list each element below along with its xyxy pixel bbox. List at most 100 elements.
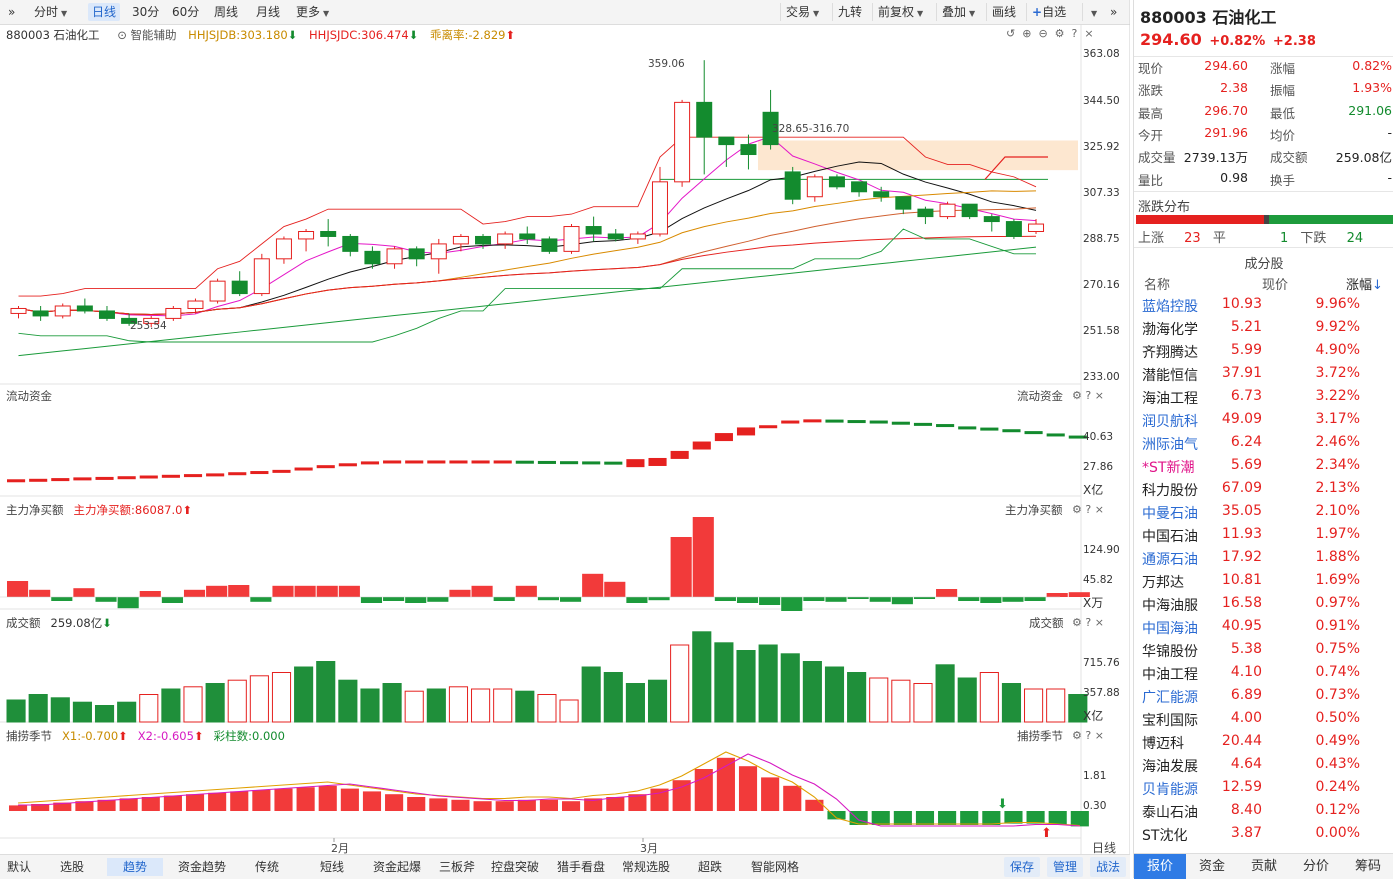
- tab-price-dist[interactable]: 分价: [1302, 859, 1329, 874]
- collapse-icon[interactable]: »: [1110, 5, 1118, 19]
- tab-chips[interactable]: 筹码: [1354, 859, 1381, 874]
- tab-contribution[interactable]: 贡献: [1250, 859, 1277, 874]
- list-item[interactable]: 洲际油气 6.24 2.46%: [1134, 434, 1393, 457]
- list-item[interactable]: 通源石油 17.92 1.88%: [1134, 549, 1393, 572]
- tab-fund-burst[interactable]: 资金起爆: [373, 860, 422, 874]
- col-pct[interactable]: 涨幅↓: [1346, 278, 1383, 293]
- refresh-icon[interactable]: ↺: [1006, 27, 1016, 40]
- net-bar: [338, 585, 360, 597]
- stock-pct: 2.10%: [1315, 503, 1360, 519]
- list-item[interactable]: 华锦股份 5.38 0.75%: [1134, 641, 1393, 664]
- list-item[interactable]: 中国海油 40.95 0.91%: [1134, 618, 1393, 641]
- manage-button[interactable]: 管理: [1047, 857, 1084, 877]
- help-icon[interactable]: ?: [1085, 389, 1092, 402]
- tab-fenshi[interactable]: 分时 ▼: [34, 5, 68, 19]
- tab-regular-select[interactable]: 常规选股: [622, 860, 671, 874]
- list-item[interactable]: 广汇能源 6.89 0.73%: [1134, 687, 1393, 710]
- gear-icon[interactable]: ⚙: [1072, 616, 1082, 629]
- close-icon[interactable]: ×: [1094, 389, 1104, 402]
- help-icon[interactable]: ?: [1085, 729, 1092, 742]
- list-item[interactable]: 海油工程 6.73 3.22%: [1134, 388, 1393, 411]
- close-icon[interactable]: ×: [1094, 503, 1104, 516]
- list-item[interactable]: 潜能恒信 37.91 3.72%: [1134, 365, 1393, 388]
- tab-weekly[interactable]: 周线: [214, 5, 239, 19]
- list-item[interactable]: *ST新潮 5.69 2.34%: [1134, 457, 1393, 480]
- tab-short[interactable]: 短线: [320, 860, 345, 874]
- candle-body: [475, 235, 492, 245]
- arrow-up-icon: ⬆: [1041, 826, 1052, 841]
- col-name[interactable]: 名称: [1144, 278, 1171, 293]
- tab-30min[interactable]: 30分: [132, 5, 160, 19]
- stock-price: 37.91: [1221, 365, 1262, 381]
- field-label: 现价: [1138, 61, 1164, 76]
- tab-quote[interactable]: 报价: [1134, 854, 1186, 879]
- list-item[interactable]: 齐翔腾达 5.99 4.90%: [1134, 342, 1393, 365]
- tab-daily[interactable]: 日线: [88, 3, 121, 21]
- tab-hunter[interactable]: 猎手看盘: [557, 860, 606, 874]
- tab-trend[interactable]: 趋势: [107, 858, 164, 876]
- close-icon[interactable]: ×: [1084, 27, 1094, 40]
- flow-step: [316, 465, 335, 469]
- tab-grid[interactable]: 智能网格: [751, 860, 800, 874]
- gear-icon[interactable]: ⚙: [1054, 27, 1065, 40]
- list-item[interactable]: 博迈科 20.44 0.49%: [1134, 733, 1393, 756]
- assist-toggle[interactable]: ⊙ 智能辅助: [117, 28, 177, 42]
- help-icon[interactable]: ?: [1071, 27, 1078, 40]
- strategy-button[interactable]: 战法: [1090, 857, 1127, 877]
- tab-traditional[interactable]: 传统: [255, 860, 280, 874]
- save-button[interactable]: 保存: [1004, 857, 1041, 877]
- trade-menu[interactable]: 交易 ▼: [780, 3, 824, 21]
- tab-monthly[interactable]: 月线: [256, 5, 281, 19]
- flow-step: [471, 460, 490, 464]
- add-watchlist-button[interactable]: +自选: [1026, 3, 1071, 21]
- tab-more[interactable]: 更多 ▼: [296, 5, 330, 19]
- col-price[interactable]: 现价: [1262, 278, 1289, 293]
- close-icon[interactable]: ×: [1094, 616, 1104, 629]
- zoom-out-icon[interactable]: ⊖: [1038, 27, 1048, 40]
- tab-fund-trend[interactable]: 资金趋势: [178, 860, 227, 874]
- list-item[interactable]: 蓝焰控股 10.93 9.96%: [1134, 296, 1393, 319]
- help-icon[interactable]: ?: [1085, 503, 1092, 516]
- stock-price: 17.92: [1221, 549, 1262, 565]
- tab-fund[interactable]: 资金: [1198, 859, 1225, 874]
- season-bar: [318, 785, 337, 811]
- list-item[interactable]: ST沈化 3.87 0.00%: [1134, 825, 1393, 848]
- candlesticks: [10, 60, 1045, 328]
- list-item[interactable]: 贝肯能源 12.59 0.24%: [1134, 779, 1393, 802]
- zoom-in-icon[interactable]: ⊕: [1022, 27, 1032, 40]
- list-item[interactable]: 宝利国际 4.00 0.50%: [1134, 710, 1393, 733]
- kline-chart[interactable]: ⬇⬆: [0, 0, 1130, 854]
- gear-icon[interactable]: ⚙: [1072, 729, 1082, 742]
- tab-60min[interactable]: 60分: [172, 5, 200, 19]
- draw-button[interactable]: 画线: [986, 3, 1021, 21]
- dropdown-button[interactable]: ▼: [1082, 3, 1102, 21]
- stock-name: 华锦股份: [1142, 644, 1198, 660]
- tab-oversold[interactable]: 超跌: [698, 860, 723, 874]
- current-price: 294.60: [1140, 30, 1202, 49]
- help-icon[interactable]: ?: [1085, 616, 1092, 629]
- list-item[interactable]: 海油发展 4.64 0.43%: [1134, 756, 1393, 779]
- stock-name: 通源石油: [1142, 552, 1198, 568]
- list-item[interactable]: 渤海化学 5.21 9.92%: [1134, 319, 1393, 342]
- tab-default[interactable]: 默认: [7, 860, 32, 874]
- close-icon[interactable]: ×: [1094, 729, 1104, 742]
- expand-icon[interactable]: »: [8, 5, 16, 19]
- list-item[interactable]: 中海油服 16.58 0.97%: [1134, 595, 1393, 618]
- candle-body: [342, 235, 359, 252]
- adjust-menu[interactable]: 前复权 ▼: [872, 3, 928, 21]
- list-item[interactable]: 润贝航科 49.09 3.17%: [1134, 411, 1393, 434]
- nine-turn-button[interactable]: 九转: [832, 3, 867, 21]
- tab-three-axe[interactable]: 三板斧: [439, 860, 476, 874]
- tab-control-break[interactable]: 控盘突破: [491, 860, 540, 874]
- overlay-menu[interactable]: 叠加 ▼: [936, 3, 980, 21]
- list-item[interactable]: 中国石油 11.93 1.97%: [1134, 526, 1393, 549]
- list-item[interactable]: 中曼石油 35.05 2.10%: [1134, 503, 1393, 526]
- list-item[interactable]: 科力股份 67.09 2.13%: [1134, 480, 1393, 503]
- list-item[interactable]: 泰山石油 8.40 0.12%: [1134, 802, 1393, 825]
- gear-icon[interactable]: ⚙: [1072, 389, 1082, 402]
- list-item[interactable]: 万邦达 10.81 1.69%: [1134, 572, 1393, 595]
- gear-icon[interactable]: ⚙: [1072, 503, 1082, 516]
- list-item[interactable]: 中油工程 4.10 0.74%: [1134, 664, 1393, 687]
- flow-step: [405, 460, 424, 464]
- tab-select[interactable]: 选股: [60, 860, 85, 874]
